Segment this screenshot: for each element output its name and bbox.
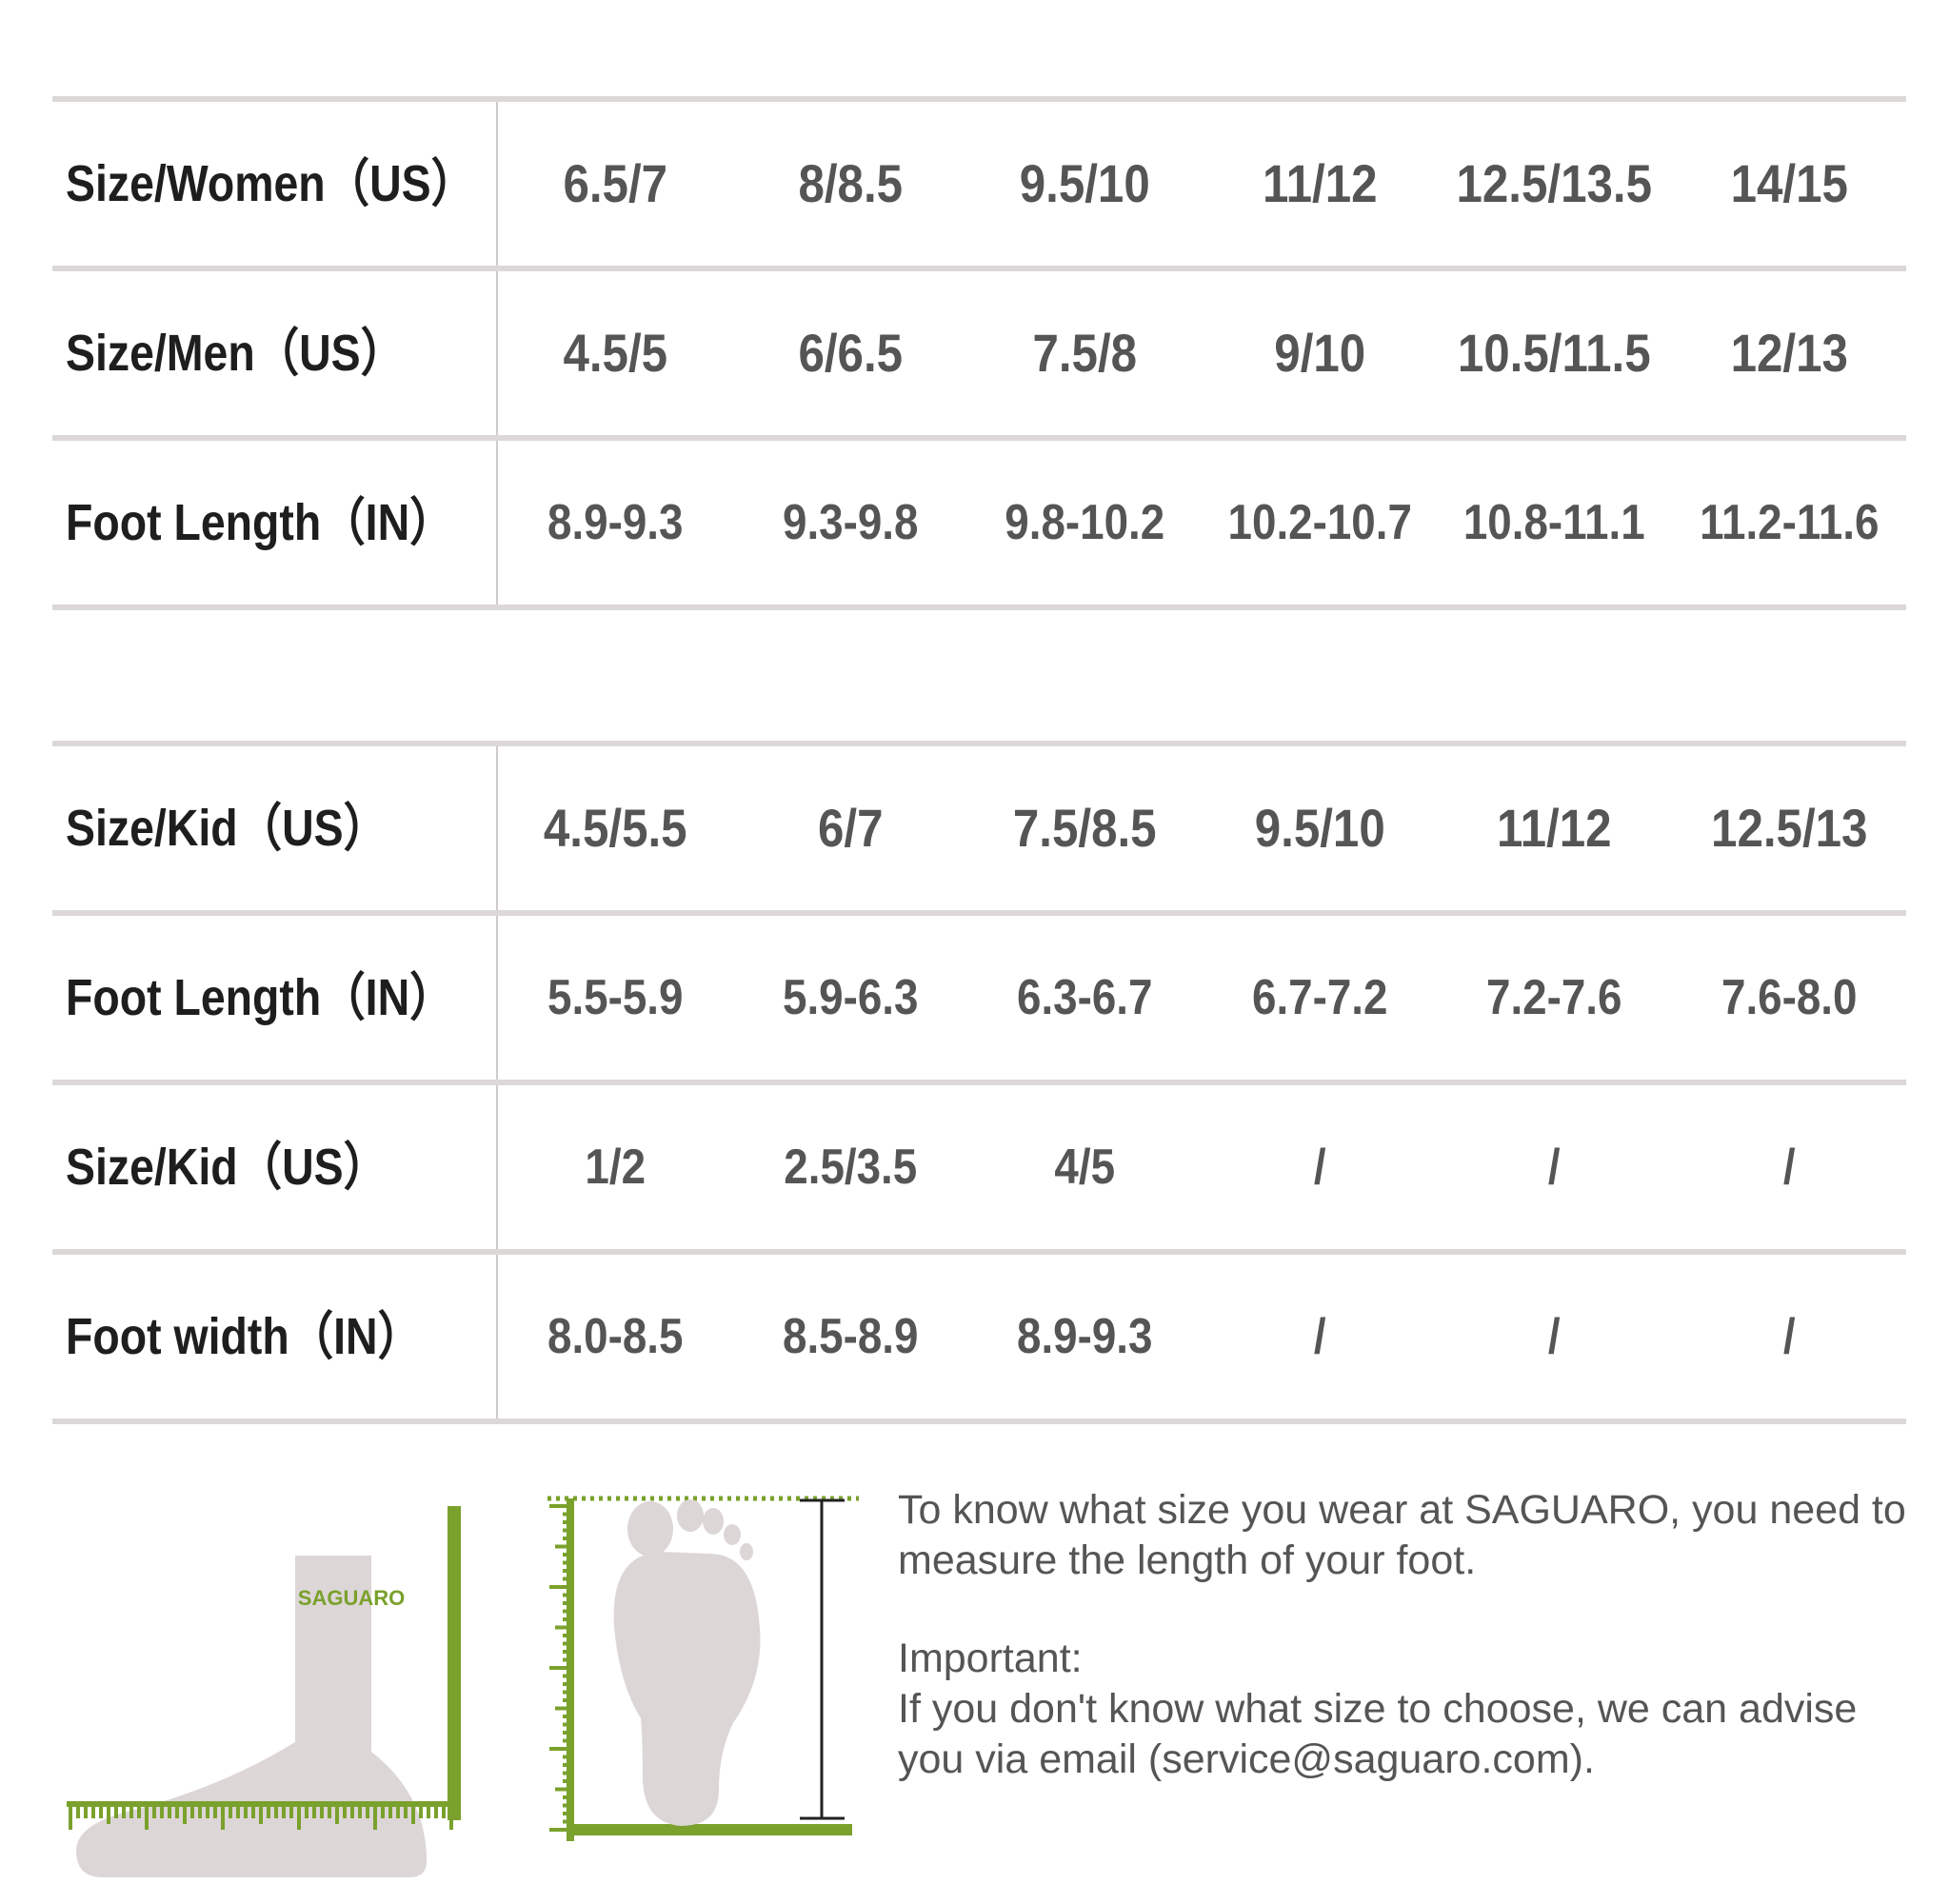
important-heading: Important:: [898, 1636, 1083, 1681]
table-cell: 6.7-7.2: [1251, 970, 1387, 1025]
height-marker: [448, 1506, 461, 1820]
row-label: Foot Length（IN）: [66, 494, 454, 551]
table-cell: 4/5: [1054, 1140, 1116, 1195]
table-cell: 2.5/3.5: [783, 1140, 917, 1195]
table-cell: 10.2-10.7: [1227, 495, 1412, 550]
measure-instruction: To know what size you wear at SAGUARO, y…: [898, 1487, 1906, 1583]
table-cell: 4.5/5.5: [543, 798, 687, 858]
table-cell: 6.5/7: [563, 153, 668, 213]
row-label: Foot Length（IN）: [66, 969, 454, 1026]
horizontal-ruler-icon: [67, 1801, 453, 1830]
table-row: Foot width（IN） 8.0-8.5 8.5-8.9 8.9-9.3 /…: [52, 1255, 1906, 1424]
table-row: Size/Women（US） 6.5/7 8/8.5 9.5/10 11/12 …: [52, 102, 1906, 271]
column-divider: [496, 271, 498, 435]
table-cell: 4.5/5: [563, 323, 668, 383]
row-label: Size/Kid（US）: [66, 800, 388, 857]
table-cell: /: [1782, 1309, 1796, 1364]
table-cell: 12.5/13: [1710, 798, 1867, 858]
table-cell: 14/15: [1730, 153, 1848, 213]
sock-logo: SAGUARO: [298, 1586, 405, 1610]
table-cell: 11/12: [1496, 798, 1612, 858]
column-divider: [496, 1255, 498, 1418]
column-divider: [496, 441, 498, 605]
table-cell: 8/8.5: [797, 153, 903, 213]
table-cell: /: [1547, 1309, 1561, 1364]
table-cell: 9/10: [1273, 323, 1365, 383]
table-cell: 11.2-11.6: [1699, 495, 1879, 550]
table-cell: 9.8-10.2: [1005, 495, 1165, 550]
table-cell: 7.6-8.0: [1721, 970, 1857, 1025]
table-cell: 5.9-6.3: [782, 970, 918, 1025]
table-cell: 6/6.5: [797, 323, 903, 383]
table-cell: 8.0-8.5: [547, 1309, 684, 1364]
table-cell: 1/2: [585, 1140, 647, 1195]
row-label: Size/Men（US）: [66, 325, 406, 382]
table-cell: 8.9-9.3: [547, 495, 684, 550]
table-cell: 6.3-6.7: [1017, 970, 1153, 1025]
sock-icon: [76, 1556, 427, 1877]
row-label: Size/Women（US）: [66, 155, 476, 212]
table-cell: 7.5/8.5: [1012, 798, 1157, 858]
bottom-guide-bar: [574, 1824, 852, 1835]
table-cell: /: [1313, 1140, 1326, 1195]
table-cell: 10.8-11.1: [1462, 495, 1645, 550]
table-cell: 11/12: [1262, 153, 1378, 213]
vertical-ruler-icon: [549, 1498, 574, 1841]
column-divider: [496, 102, 498, 266]
foot-icon: [613, 1499, 761, 1826]
instructions: To know what size you wear at SAGUARO, y…: [898, 1485, 1917, 1785]
measuring-guide: SAGUARO: [0, 1466, 1950, 1904]
table-cell: 8.9-9.3: [1017, 1309, 1153, 1364]
table-cell: /: [1313, 1309, 1326, 1364]
table-row: Size/Men（US） 4.5/5 6/6.5 7.5/8 9/10 10.5…: [52, 271, 1906, 441]
table-cell: 6/7: [817, 798, 884, 858]
table-row: Size/Kid（US） 1/2 2.5/3.5 4/5 / / /: [52, 1085, 1906, 1255]
table-cell: 12.5/13.5: [1456, 153, 1653, 213]
table-cell: 8.5-8.9: [782, 1309, 918, 1364]
table-cell: 9.3-9.8: [782, 495, 918, 550]
table-row: Foot Length（IN） 5.5-5.9 5.9-6.3 6.3-6.7 …: [52, 916, 1906, 1085]
important-text: If you don't know what size to choose, w…: [898, 1686, 1858, 1782]
row-label: Foot width（IN）: [66, 1308, 423, 1365]
table-row: Size/Kid（US） 4.5/5.5 6/7 7.5/8.5 9.5/10 …: [52, 746, 1906, 916]
table-cell: 9.5/10: [1019, 153, 1150, 213]
table-cell: 5.5-5.9: [547, 970, 684, 1025]
table-cell: 12/13: [1730, 323, 1848, 383]
table-cell: 10.5/11.5: [1457, 323, 1651, 383]
table-cell: 7.2-7.6: [1486, 970, 1622, 1025]
table-cell: /: [1547, 1140, 1561, 1195]
foot-illustration: [547, 1496, 859, 1841]
column-divider: [496, 916, 498, 1080]
sock-illustration: SAGUARO: [67, 1506, 461, 1877]
column-divider: [496, 1085, 498, 1249]
table-cell: 7.5/8: [1032, 323, 1138, 383]
kid-size-table: Size/Kid（US） 4.5/5.5 6/7 7.5/8.5 9.5/10 …: [52, 741, 1906, 1424]
column-divider: [496, 746, 498, 910]
table-cell: /: [1782, 1140, 1796, 1195]
length-measure-icon: [800, 1498, 845, 1820]
table-cell: 9.5/10: [1254, 798, 1385, 858]
table-row: Foot Length（IN） 8.9-9.3 9.3-9.8 9.8-10.2…: [52, 441, 1906, 610]
adult-size-table: Size/Women（US） 6.5/7 8/8.5 9.5/10 11/12 …: [52, 96, 1906, 610]
row-label: Size/Kid（US）: [66, 1139, 388, 1196]
